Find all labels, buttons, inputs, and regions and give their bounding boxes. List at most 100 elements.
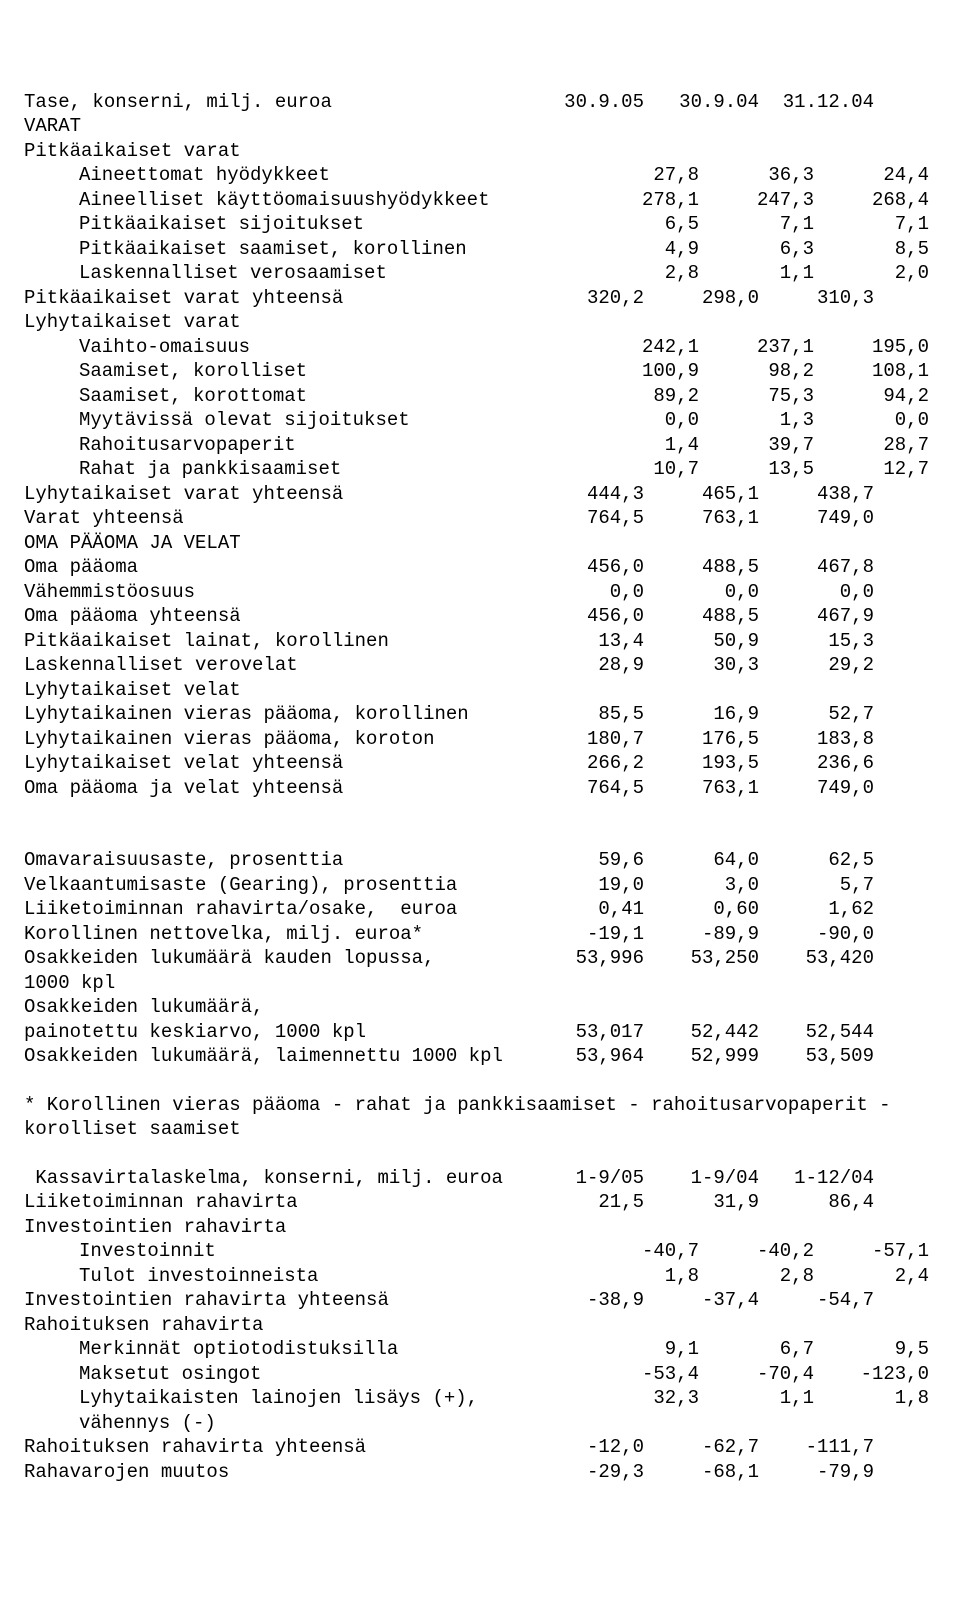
row-label: Pitkäaikaiset lainat, korollinen xyxy=(24,629,529,654)
balance-sheet-row: Myytävissä olevat sijoitukset0,01,30,0 xyxy=(24,408,936,433)
cell-c2: 16,9 xyxy=(644,702,759,727)
cell-c1: 30.9.05 xyxy=(529,90,644,115)
cell-c2 xyxy=(644,139,759,164)
cashflow-row: Maksetut osingot-53,4-70,4-123,0 xyxy=(24,1362,936,1387)
row-label: Oma pääoma yhteensä xyxy=(24,604,529,629)
cashflow-row: Rahoituksen rahavirta yhteensä-12,0-62,7… xyxy=(24,1435,936,1460)
row-label: Pitkäaikaiset varat xyxy=(24,139,529,164)
blank-row xyxy=(24,824,936,848)
cell-c1: 53,996 xyxy=(529,946,644,971)
cell-c1: 444,3 xyxy=(529,482,644,507)
balance-sheet-row: Pitkäaikaiset varat yhteensä320,2298,031… xyxy=(24,286,936,311)
cell-c2: -40,2 xyxy=(699,1239,814,1264)
cell-c2: 465,1 xyxy=(644,482,759,507)
cell-c2 xyxy=(644,1215,759,1240)
cell-c1: 21,5 xyxy=(529,1190,644,1215)
cell-c2 xyxy=(644,1313,759,1338)
cell-c2: 1,1 xyxy=(699,261,814,286)
cell-c3 xyxy=(759,1313,874,1338)
row-label: Laskennalliset verosaamiset xyxy=(24,261,584,286)
cell-c1: 13,4 xyxy=(529,629,644,654)
cell-c3: 749,0 xyxy=(759,776,874,801)
cell-c1: 27,8 xyxy=(584,163,699,188)
cell-c2: -37,4 xyxy=(644,1288,759,1313)
cell-c1: 32,3 xyxy=(584,1386,699,1411)
cell-c1: 764,5 xyxy=(529,506,644,531)
balance-sheet-row: Lyhytaikaiset varat yhteensä444,3465,143… xyxy=(24,482,936,507)
cell-c1 xyxy=(529,531,644,556)
cell-c2: 1-9/04 xyxy=(644,1166,759,1191)
cell-c2: 488,5 xyxy=(644,604,759,629)
row-label: Myytävissä olevat sijoitukset xyxy=(24,408,584,433)
cell-c3: 1,8 xyxy=(814,1386,929,1411)
balance-sheet-row: Pitkäaikaiset varat xyxy=(24,139,936,164)
row-label: Lyhytaikaiset varat yhteensä xyxy=(24,482,529,507)
cell-c2 xyxy=(644,310,759,335)
cashflow-row: Lyhytaikaisten lainojen lisäys (+),32,31… xyxy=(24,1386,936,1411)
cell-c3: 236,6 xyxy=(759,751,874,776)
row-label: Rahavarojen muutos xyxy=(24,1460,529,1485)
row-label: Pitkäaikaiset saamiset, korollinen xyxy=(24,237,584,262)
balance-sheet-row: Aineettomat hyödykkeet27,836,324,4 xyxy=(24,163,936,188)
cell-c1: 10,7 xyxy=(584,457,699,482)
cashflow-row: Merkinnät optiotodistuksilla9,16,79,5 xyxy=(24,1337,936,1362)
cell-c3: 12,7 xyxy=(814,457,929,482)
balance-sheet-row: Osakkeiden lukumäärä, laimennettu 1000 k… xyxy=(24,1044,936,1069)
cell-c2: 0,60 xyxy=(644,897,759,922)
cashflow-row: Investointien rahavirta yhteensä-38,9-37… xyxy=(24,1288,936,1313)
cell-c2: 52,999 xyxy=(644,1044,759,1069)
cell-c3: 1,62 xyxy=(759,897,874,922)
balance-sheet-row: Liiketoiminnan rahavirta/osake, euroa0,4… xyxy=(24,897,936,922)
cell-c1: -29,3 xyxy=(529,1460,644,1485)
cell-c2: -68,1 xyxy=(644,1460,759,1485)
cell-c3: 62,5 xyxy=(759,848,874,873)
row-label: Lyhytaikaiset velat xyxy=(24,678,529,703)
row-label: Rahoituksen rahavirta yhteensä xyxy=(24,1435,529,1460)
cell-c2: 247,3 xyxy=(699,188,814,213)
cell-c1: 1,8 xyxy=(584,1264,699,1289)
row-label: Investointien rahavirta yhteensä xyxy=(24,1288,529,1313)
cell-c1: 6,5 xyxy=(584,212,699,237)
row-label: Saamiset, korottomat xyxy=(24,384,584,409)
cell-c2: 176,5 xyxy=(644,727,759,752)
cell-c1 xyxy=(529,114,644,139)
cell-c3: 52,544 xyxy=(759,1020,874,1045)
cell-c1: 1,4 xyxy=(584,433,699,458)
row-label: Liiketoiminnan rahavirta/osake, euroa xyxy=(24,897,529,922)
cell-c1: -53,4 xyxy=(584,1362,699,1387)
row-label: Aineettomat hyödykkeet xyxy=(24,163,584,188)
row-label: Liiketoiminnan rahavirta xyxy=(24,1190,529,1215)
row-label: Lyhytaikaiset varat xyxy=(24,310,529,335)
cell-c3: 94,2 xyxy=(814,384,929,409)
cell-c3: 31.12.04 xyxy=(759,90,874,115)
cell-c3: 438,7 xyxy=(759,482,874,507)
balance-sheet-row: Korollinen nettovelka, milj. euroa*-19,1… xyxy=(24,922,936,947)
cell-c2: 52,442 xyxy=(644,1020,759,1045)
cell-c2: 53,250 xyxy=(644,946,759,971)
balance-sheet-row: Oma pääoma yhteensä456,0488,5467,9 xyxy=(24,604,936,629)
cell-c2: 36,3 xyxy=(699,163,814,188)
cell-c3 xyxy=(759,114,874,139)
cell-c2 xyxy=(644,678,759,703)
row-label: Saamiset, korolliset xyxy=(24,359,584,384)
cell-c3: 108,1 xyxy=(814,359,929,384)
cell-c2: 30.9.04 xyxy=(644,90,759,115)
cashflow-row: Tulot investoinneista1,82,82,4 xyxy=(24,1264,936,1289)
balance-sheet-header: Tase, konserni, milj. euroa30.9.0530.9.0… xyxy=(24,90,936,115)
balance-sheet-row: Saamiset, korolliset100,998,2108,1 xyxy=(24,359,936,384)
row-label: OMA PÄÄOMA JA VELAT xyxy=(24,531,529,556)
cell-c3 xyxy=(759,678,874,703)
cell-c3: 0,0 xyxy=(814,408,929,433)
cashflow-row: vähennys (-) xyxy=(24,1411,936,1436)
cell-c2 xyxy=(644,531,759,556)
balance-sheet-row: VARAT xyxy=(24,114,936,139)
cell-c1: 456,0 xyxy=(529,555,644,580)
cell-c2 xyxy=(644,114,759,139)
cell-c2: -70,4 xyxy=(699,1362,814,1387)
cell-c1: 180,7 xyxy=(529,727,644,752)
row-label: Rahat ja pankkisaamiset xyxy=(24,457,584,482)
row-label: vähennys (-) xyxy=(24,1411,584,1436)
cell-c3 xyxy=(759,531,874,556)
cell-c2: 763,1 xyxy=(644,506,759,531)
balance-sheet-row: painotettu keskiarvo, 1000 kpl53,01752,4… xyxy=(24,1020,936,1045)
